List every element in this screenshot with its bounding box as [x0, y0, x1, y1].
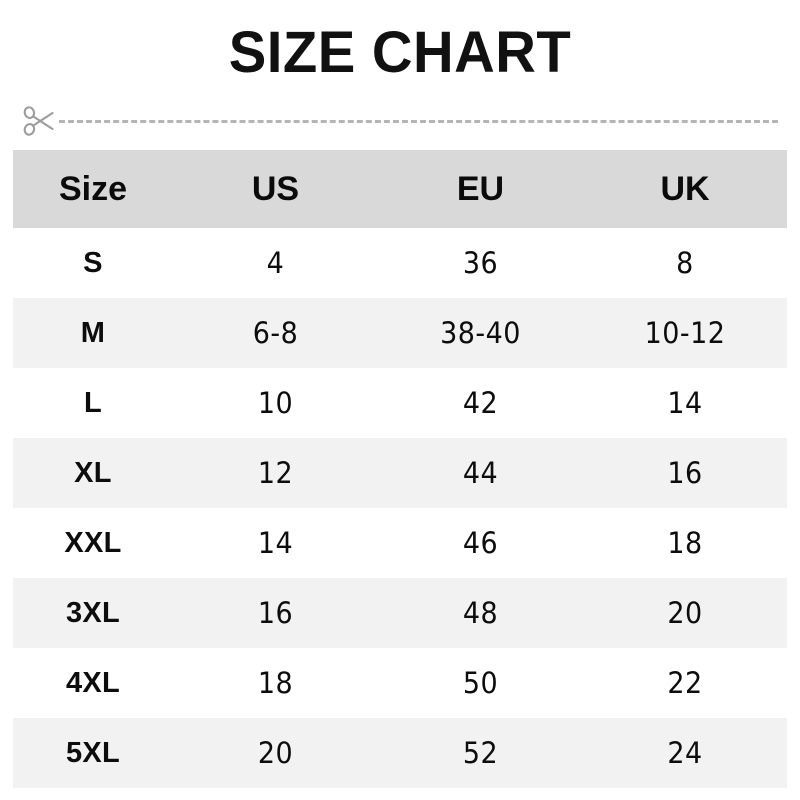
cut-here-line: [22, 104, 778, 138]
cell-size: 3XL: [65, 596, 121, 629]
column-header-uk: UK: [583, 150, 787, 228]
cell-us: 14: [257, 526, 294, 560]
table-header-row: Size US EU UK: [13, 150, 787, 228]
cell-uk: 10-12: [644, 316, 726, 350]
cell-eu: 50: [462, 666, 499, 700]
cell-size: M: [80, 316, 106, 349]
cell-us: 18: [257, 666, 294, 700]
cell-us: 12: [257, 456, 294, 490]
scissors-icon: [22, 105, 56, 137]
cell-eu: 38-40: [440, 316, 521, 350]
table-row: 4XL 18 50 22: [13, 648, 787, 718]
cell-us: 4: [266, 246, 285, 280]
size-chart-table: Size US EU UK S 4 36 8 M 6-8 38-40 10-12…: [13, 150, 787, 788]
cell-us: 16: [257, 596, 294, 630]
dashed-cut-line: [59, 119, 778, 123]
column-header-eu: EU: [378, 150, 583, 228]
cell-uk: 24: [667, 736, 703, 770]
cell-eu: 48: [462, 596, 499, 630]
cell-size: L: [83, 386, 102, 419]
cell-eu: 46: [462, 526, 499, 560]
cell-size: XL: [74, 456, 112, 489]
column-header-us: US: [173, 150, 378, 228]
cell-us: 20: [257, 736, 294, 770]
cell-uk: 8: [676, 246, 694, 280]
cell-size: 5XL: [65, 736, 121, 769]
cell-uk: 20: [667, 596, 703, 630]
cell-eu: 52: [462, 736, 499, 770]
cell-eu: 42: [462, 386, 499, 420]
cell-size: S: [83, 246, 103, 279]
table-row: XXL 14 46 18: [13, 508, 787, 578]
cell-eu: 36: [462, 246, 499, 280]
column-header-size: Size: [13, 150, 173, 228]
table-row: 3XL 16 48 20: [13, 578, 787, 648]
table-row: 5XL 20 52 24: [13, 718, 787, 788]
cell-size: 4XL: [65, 666, 121, 699]
cell-us: 10: [257, 386, 294, 420]
cell-uk: 22: [667, 666, 703, 700]
cell-uk: 14: [667, 386, 703, 420]
table-row: M 6-8 38-40 10-12: [13, 298, 787, 368]
cell-eu: 44: [462, 456, 499, 490]
cell-size: XXL: [64, 526, 122, 559]
table-row: S 4 36 8: [13, 228, 787, 298]
table-row: L 10 42 14: [13, 368, 787, 438]
cell-uk: 18: [667, 526, 703, 560]
cell-uk: 16: [667, 456, 703, 490]
page-title: SIZE CHART: [228, 20, 572, 85]
table-row: XL 12 44 16: [13, 438, 787, 508]
cell-us: 6-8: [252, 316, 299, 350]
